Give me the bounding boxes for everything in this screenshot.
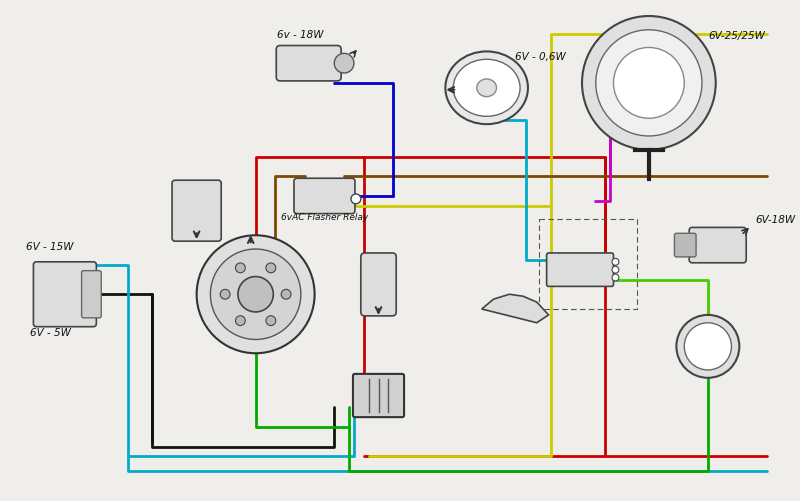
Circle shape bbox=[612, 274, 619, 281]
Text: 6V - 15W: 6V - 15W bbox=[26, 242, 74, 252]
Text: 6V - 5W: 6V - 5W bbox=[30, 328, 70, 338]
Circle shape bbox=[220, 290, 230, 299]
FancyBboxPatch shape bbox=[294, 178, 355, 213]
FancyBboxPatch shape bbox=[82, 271, 102, 318]
Circle shape bbox=[612, 259, 619, 265]
Circle shape bbox=[238, 277, 274, 312]
Ellipse shape bbox=[446, 52, 528, 124]
Circle shape bbox=[266, 263, 276, 273]
FancyBboxPatch shape bbox=[689, 227, 746, 263]
Circle shape bbox=[677, 315, 739, 378]
Circle shape bbox=[235, 316, 246, 326]
Circle shape bbox=[614, 48, 684, 118]
FancyBboxPatch shape bbox=[353, 374, 404, 417]
Circle shape bbox=[235, 263, 246, 273]
Circle shape bbox=[210, 249, 301, 340]
FancyBboxPatch shape bbox=[172, 180, 222, 241]
Text: 6v - 18W: 6v - 18W bbox=[277, 30, 323, 40]
Circle shape bbox=[351, 194, 361, 204]
Circle shape bbox=[334, 54, 354, 73]
Circle shape bbox=[582, 16, 716, 150]
FancyBboxPatch shape bbox=[546, 253, 614, 287]
Text: 6V-18W: 6V-18W bbox=[755, 215, 795, 225]
FancyBboxPatch shape bbox=[276, 46, 341, 81]
Ellipse shape bbox=[454, 59, 520, 116]
Ellipse shape bbox=[477, 79, 497, 97]
Circle shape bbox=[197, 235, 314, 353]
Circle shape bbox=[684, 323, 731, 370]
FancyBboxPatch shape bbox=[674, 233, 696, 257]
FancyBboxPatch shape bbox=[361, 253, 396, 316]
Circle shape bbox=[266, 316, 276, 326]
Text: 6V - 0,6W: 6V - 0,6W bbox=[515, 52, 566, 62]
Circle shape bbox=[281, 290, 291, 299]
Text: 6V-25/25W: 6V-25/25W bbox=[708, 31, 765, 41]
Polygon shape bbox=[482, 294, 549, 323]
Circle shape bbox=[596, 30, 702, 136]
FancyBboxPatch shape bbox=[34, 262, 96, 327]
Text: 6vAC Flasher Relay: 6vAC Flasher Relay bbox=[281, 212, 368, 221]
Circle shape bbox=[612, 266, 619, 273]
